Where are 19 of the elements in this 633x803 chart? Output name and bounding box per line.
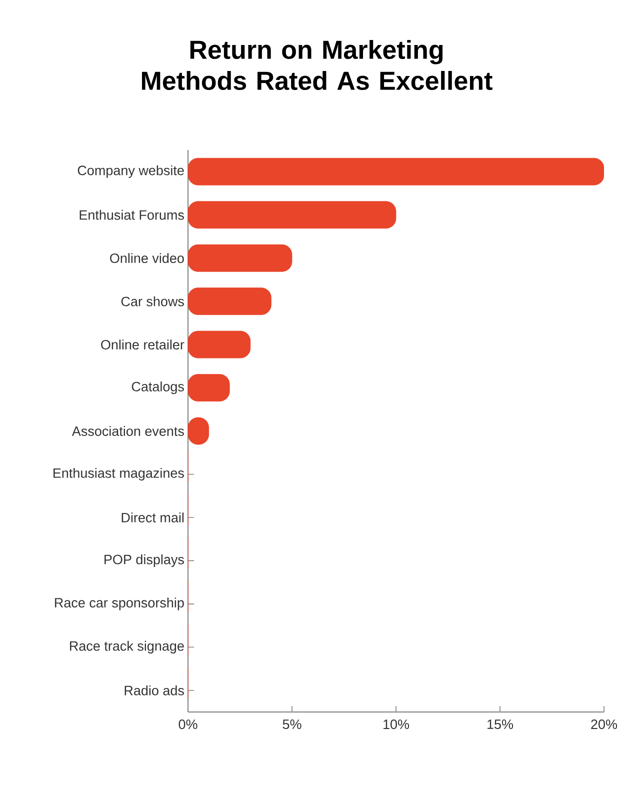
x-tick-label: 15% <box>488 720 514 730</box>
x-tick-label: 20% <box>591 720 618 730</box>
x-tick-label: 10% <box>384 720 410 730</box>
y-tick-label: Race track signage <box>70 640 184 654</box>
x-tick-label: 5% <box>282 720 302 730</box>
y-tick-label: Association events <box>72 426 184 436</box>
y-tick-label: Race car sponsorship <box>55 598 184 610</box>
y-tick-label: Enthusiat Forums <box>80 210 184 220</box>
x-tick-label: 0% <box>178 720 198 730</box>
y-tick-label: Online video <box>110 253 184 264</box>
y-tick-label: POP displays <box>104 554 184 567</box>
y-tick-label: Direct mail <box>122 512 184 522</box>
y-tick-label: Enthusiast magazines <box>54 468 184 481</box>
chart-title: Return on Marketing Methods Rated As Excellent <box>142 40 492 90</box>
y-tick-label: Company website <box>78 165 184 178</box>
y-tick-label: Online retailer <box>101 340 184 350</box>
y-tick-label: Radio ads <box>124 685 184 696</box>
y-tick-label: Car shows <box>121 296 184 306</box>
y-tick-label: Catalogs <box>132 381 184 394</box>
